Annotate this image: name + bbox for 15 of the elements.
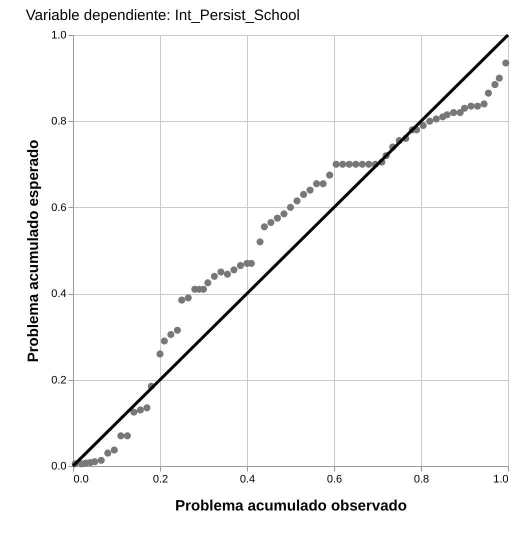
x-tick-label: 0.6	[326, 474, 342, 486]
x-tick-label: 0.2	[152, 474, 168, 486]
y-tick-label: 0.6	[51, 202, 66, 214]
x-tick-label: 0.8	[414, 474, 430, 486]
y-tick-label: 0.8	[51, 116, 66, 128]
y-tick-label: 0.0	[51, 460, 66, 472]
y-tick-label: 1.0	[51, 30, 66, 42]
chart-title: Variable dependiente: Int_Persist_School	[26, 7, 300, 24]
y-axis-title: Problema acumulado esperado	[25, 140, 42, 362]
y-tick-label: 0.2	[51, 374, 66, 386]
y-tick-label: 0.4	[51, 288, 66, 300]
x-axis-title: Problema acumulado observado	[175, 498, 407, 514]
x-tick-label: 0.4	[240, 474, 256, 486]
x-tick-label: 0.0	[74, 474, 89, 486]
x-tick-label: 1.0	[493, 474, 508, 486]
